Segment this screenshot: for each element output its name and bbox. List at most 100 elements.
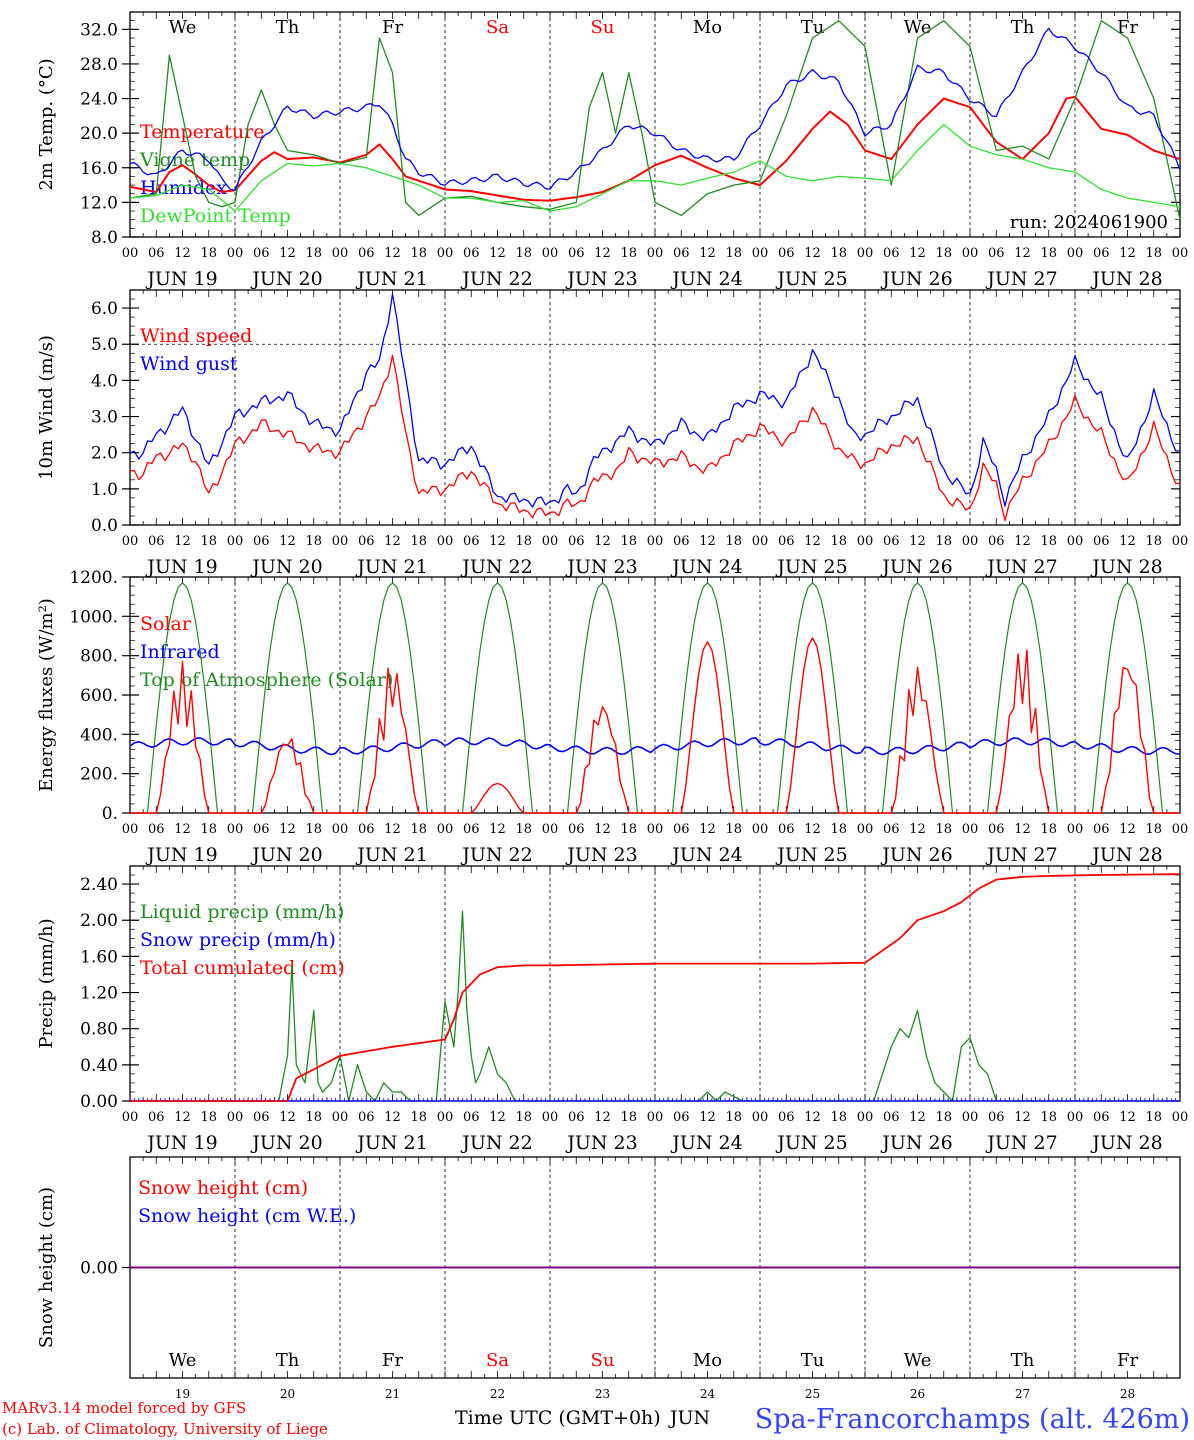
weekday-label: Sa [486, 17, 509, 38]
hour-tick-label: 06 [568, 534, 585, 549]
hour-tick-label: 18 [620, 822, 637, 837]
hour-tick-label: 12 [594, 246, 611, 261]
hour-tick-label: 12 [384, 246, 401, 261]
hour-tick-label: 18 [515, 246, 532, 261]
date-label: JUN 28 [1090, 1132, 1162, 1154]
hour-tick-label: 18 [1040, 822, 1057, 837]
hour-tick-label: 00 [227, 1110, 244, 1125]
hour-tick-label: 00 [647, 246, 664, 261]
date-label: JUN 19 [145, 556, 217, 578]
weekday-label: Fr [382, 17, 403, 38]
legend-entry: Vigne temp [139, 149, 250, 171]
hour-tick-label: 06 [988, 534, 1005, 549]
hour-tick-label: 00 [1172, 534, 1189, 549]
weekday-label: Tu [801, 1350, 825, 1371]
hour-tick-label: 18 [410, 1110, 427, 1125]
hour-tick-label: 12 [384, 1110, 401, 1125]
date-label: JUN 22 [460, 556, 532, 578]
series-solar [130, 637, 1180, 814]
date-label: JUN 25 [775, 844, 847, 866]
hour-tick-label: 18 [200, 534, 217, 549]
y-tick-label: 4.0 [91, 371, 118, 391]
y-tick-label: 400. [80, 725, 118, 745]
y-axis-label: 2m Temp. (°C) [36, 58, 57, 190]
hour-tick-label: 18 [935, 534, 952, 549]
hour-tick-label: 12 [804, 246, 821, 261]
y-axis-label: Energy fluxes (W/m²) [36, 598, 57, 792]
legend-entry: Snow height (cm) [138, 1177, 308, 1199]
panel-3: 0. 200. 400. 600. 800. 1000. 1200. Energy fluxe… [36, 568, 1188, 866]
hour-tick-label: 18 [305, 1110, 322, 1125]
hour-tick-label: 18 [1040, 246, 1057, 261]
hour-tick-label: 12 [489, 822, 506, 837]
hour-tick-label: 06 [1093, 1110, 1110, 1125]
hour-tick-label: 00 [857, 822, 874, 837]
hour-tick-label: 18 [830, 534, 847, 549]
hour-tick-label: 12 [909, 1110, 926, 1125]
y-tick-label: 0.00 [80, 1259, 118, 1279]
date-label: JUN 23 [565, 556, 637, 578]
hour-tick-label: 18 [410, 246, 427, 261]
hour-tick-label: 00 [437, 246, 454, 261]
date-label: JUN 23 [565, 1132, 637, 1154]
day-number-label: 22 [490, 1387, 505, 1401]
hour-tick-label: 06 [253, 534, 270, 549]
date-label: JUN 22 [460, 268, 532, 290]
date-label: JUN 23 [565, 268, 637, 290]
y-axis-label: Snow height (cm) [36, 1187, 57, 1348]
hour-tick-label: 12 [279, 534, 296, 549]
day-number-label: 26 [910, 1387, 925, 1401]
hour-tick-label: 06 [253, 822, 270, 837]
legend-entry: Snow height (cm W.E.) [138, 1205, 356, 1227]
hour-tick-label: 00 [437, 822, 454, 837]
date-label: JUN 25 [775, 1132, 847, 1154]
copyright-credit: (c) Lab. of Climatology, University of L… [2, 1420, 328, 1438]
hour-tick-label: 00 [1172, 822, 1189, 837]
hour-tick-label: 00 [647, 1110, 664, 1125]
hour-tick-label: 06 [358, 1110, 375, 1125]
hour-tick-label: 18 [305, 822, 322, 837]
panel-2: 0.0 1.0 2.0 3.0 4.0 5.0 6.0 10m Wind (m/s) 00 06 1… [36, 289, 1189, 578]
series-total-cumulated-cm- [130, 873, 1181, 1102]
hour-tick-label: 12 [279, 1110, 296, 1125]
hour-tick-label: 06 [1093, 822, 1110, 837]
hour-tick-label: 18 [1145, 1110, 1162, 1125]
y-tick-label: 12.0 [80, 193, 118, 213]
hour-tick-label: 12 [384, 534, 401, 549]
hour-tick-label: 00 [1172, 1110, 1189, 1125]
hour-tick-label: 12 [174, 1110, 191, 1125]
hour-tick-label: 06 [673, 1110, 690, 1125]
panel-5: 0.00 Snow height (cm) Snow height (cm) Snow… [36, 1156, 1181, 1401]
hour-tick-label: 00 [437, 1110, 454, 1125]
series-wind-gust [129, 293, 1181, 508]
hour-tick-label: 00 [1067, 246, 1084, 261]
hour-tick-label: 18 [1145, 822, 1162, 837]
date-label: JUN 27 [985, 844, 1057, 866]
hour-tick-label: 12 [1014, 1110, 1031, 1125]
panel-1: 8.0 12.0 16.0 20.0 24.0 28.0 32.0 2m Temp. (°C)… [36, 11, 1188, 290]
hour-tick-label: 06 [568, 1110, 585, 1125]
day-number-label: 28 [1120, 1387, 1135, 1401]
hour-tick-label: 18 [515, 1110, 532, 1125]
date-label: JUN 24 [670, 268, 742, 290]
legend-entry: Wind gust [140, 353, 238, 375]
hour-tick-label: 06 [883, 534, 900, 549]
date-label: JUN 27 [985, 268, 1057, 290]
date-label: JUN 20 [250, 1132, 322, 1154]
day-number-label: 23 [595, 1387, 610, 1401]
series-vigne-temp [129, 20, 1181, 220]
hour-tick-label: 12 [1014, 246, 1031, 261]
hour-tick-label: 12 [1119, 822, 1136, 837]
series-infrared [129, 736, 1181, 756]
date-label: JUN 23 [565, 844, 637, 866]
hour-tick-label: 00 [122, 534, 139, 549]
y-tick-label: 20.0 [80, 124, 118, 144]
y-tick-label: 16.0 [80, 159, 118, 179]
hour-tick-label: 18 [725, 822, 742, 837]
hour-tick-label: 00 [542, 534, 559, 549]
date-label: JUN 20 [250, 268, 322, 290]
hour-tick-label: 06 [463, 534, 480, 549]
hour-tick-label: 06 [568, 246, 585, 261]
